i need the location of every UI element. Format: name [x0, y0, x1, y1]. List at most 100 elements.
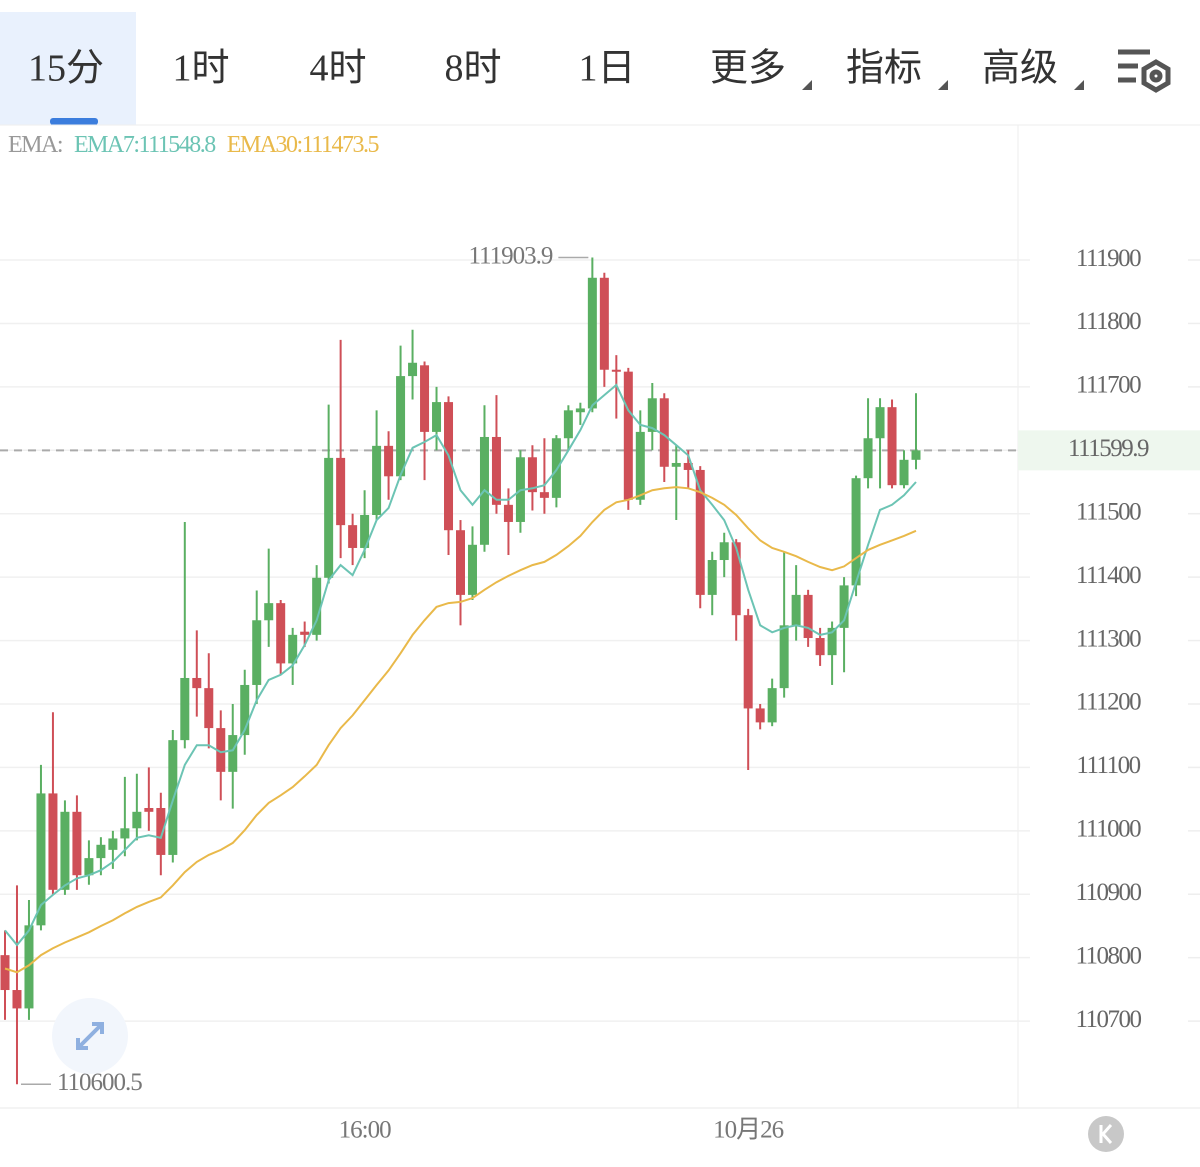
y-tick-label: 111000	[1076, 816, 1141, 843]
tab[interactable]: 更多	[710, 48, 786, 90]
candle-body	[599, 277, 609, 370]
active-tab-bg	[0, 12, 136, 125]
plot: 111599.9 111903.9 110600.5	[0, 242, 1200, 1096]
candle-body	[539, 492, 549, 498]
candle-body	[695, 469, 705, 595]
x-tick-label: 10月26	[713, 1117, 784, 1144]
k-button[interactable]	[1088, 1116, 1124, 1152]
y-tick-label: 111800	[1076, 308, 1141, 335]
tab[interactable]: 高级	[982, 48, 1058, 90]
candle-body	[408, 362, 418, 377]
candle-body	[360, 514, 370, 548]
tab[interactable]: 1日	[578, 48, 635, 90]
candle-body	[288, 634, 298, 664]
candle-body	[384, 445, 394, 477]
candle-body	[156, 808, 166, 855]
high-marker-label: 111903.9	[468, 242, 552, 269]
legend-label: EMA:	[8, 132, 62, 158]
tab[interactable]: 1时	[172, 48, 229, 90]
y-tick-label: 110700	[1075, 1006, 1141, 1033]
dropdown-caret	[1074, 80, 1084, 90]
candle-body	[587, 277, 597, 409]
candle-body	[491, 436, 501, 505]
candle-body	[372, 445, 382, 515]
y-tick-label: 111300	[1076, 625, 1141, 652]
candle-body	[36, 793, 46, 926]
candle-body	[611, 369, 621, 372]
candle-body	[623, 371, 633, 500]
candle-body	[144, 808, 154, 812]
candle-body	[336, 457, 346, 526]
candle-body	[432, 402, 442, 432]
expand-button[interactable]	[52, 998, 128, 1074]
legend-entry: EMA30:111473.5	[227, 132, 380, 158]
grid: 1119001118001117001116001115001114001113…	[0, 245, 1200, 1144]
candle-body	[0, 955, 10, 991]
candle-body	[276, 603, 286, 664]
candle-body	[228, 735, 238, 772]
last-price-label: 111599.9	[1068, 435, 1149, 462]
x-tick-label: 16:00	[339, 1117, 391, 1144]
candle-body	[120, 828, 130, 839]
tab[interactable]: 15分	[28, 48, 104, 90]
y-tick-label: 111100	[1076, 752, 1140, 779]
candle-body	[204, 688, 214, 729]
candle-body	[803, 594, 813, 639]
indicator-legend: EMA: EMA7:111548.8 EMA30:111473.5	[8, 132, 379, 158]
candle-body	[719, 542, 729, 561]
candle-body	[875, 407, 885, 439]
last-price-box	[1018, 430, 1200, 471]
low-marker-label: 110600.5	[57, 1069, 142, 1096]
candle-body	[731, 542, 741, 616]
candle-body	[659, 398, 669, 467]
candle-body	[444, 402, 454, 531]
candle-body	[264, 603, 274, 621]
y-tick-label: 110800	[1075, 942, 1141, 969]
candle-body	[527, 457, 537, 493]
candle-body	[851, 478, 861, 586]
candle-body	[12, 990, 22, 1009]
candle-body	[551, 438, 561, 498]
candle-body	[767, 688, 777, 723]
y-tick-label: 111900	[1076, 245, 1141, 272]
y-tick-label: 110900	[1075, 879, 1141, 906]
candle-body	[671, 462, 681, 467]
settings-icon[interactable]	[1118, 49, 1171, 93]
candle-body	[707, 560, 717, 595]
candle-body	[252, 620, 262, 685]
candle-body	[108, 838, 118, 850]
candle-body	[180, 677, 190, 741]
candle-body	[863, 438, 873, 479]
active-tab-indicator	[50, 118, 98, 125]
candle-body	[192, 677, 202, 689]
y-tick-label: 111500	[1076, 498, 1141, 525]
candle-body	[911, 450, 921, 460]
candle-body	[563, 410, 573, 439]
candle-body	[755, 708, 765, 723]
tab[interactable]: 4时	[309, 48, 366, 90]
candle-body	[899, 459, 909, 486]
candle-body	[503, 504, 513, 522]
candle-body	[456, 530, 465, 595]
candle-body	[324, 457, 334, 578]
candle-body	[779, 625, 789, 689]
ema-line	[4, 383, 917, 947]
candle-body	[312, 577, 322, 635]
candle-body	[48, 793, 58, 890]
candle-body	[84, 858, 94, 876]
candle-body	[467, 544, 477, 595]
candle-body	[839, 585, 849, 628]
candle-body	[96, 844, 106, 859]
tab-bar: 15分 1时 4时 8时 1日 更多 指标 高级	[0, 12, 1084, 125]
candle-body	[647, 398, 657, 432]
candle-body	[575, 408, 585, 413]
y-tick-label: 111400	[1076, 562, 1141, 589]
candle-body	[635, 431, 645, 500]
tab[interactable]: 8时	[444, 48, 501, 90]
tab[interactable]: 指标	[846, 48, 922, 90]
candle-body	[240, 684, 250, 736]
candle-body	[683, 462, 693, 470]
candle-body	[420, 365, 430, 432]
candle-body	[24, 925, 34, 1009]
